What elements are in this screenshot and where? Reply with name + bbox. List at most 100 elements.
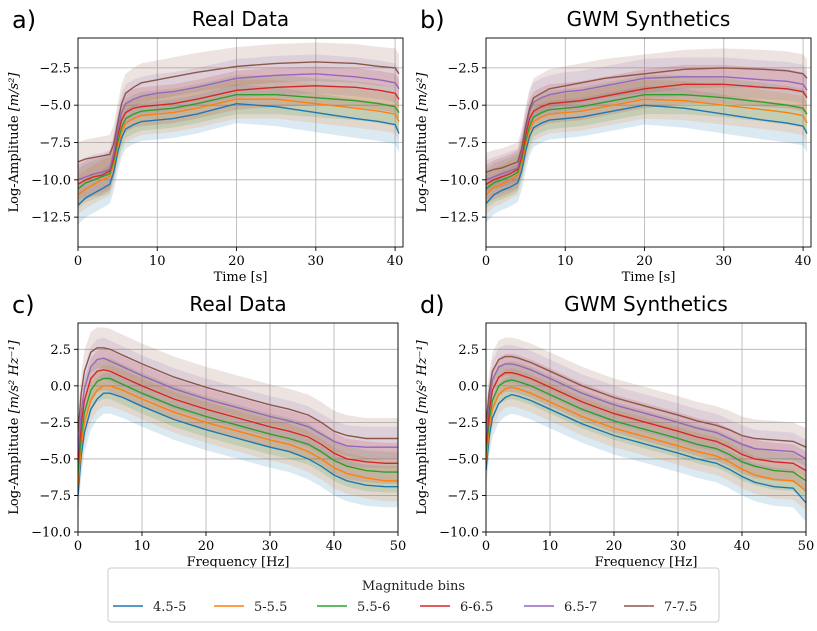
panel-c: 0 10 20 30 40 50 −10.0 −7.5 −5.0 −2.5 0.0 2.5 Real D… — [7, 291, 406, 570]
series-line-6-6.5 — [486, 83, 808, 185]
y-tick-label: −12.5 — [31, 211, 71, 226]
series-line-6.5-7 — [78, 357, 398, 452]
band-4.5-5 — [486, 375, 806, 522]
x-tick-label: 20 — [606, 539, 623, 554]
legend-label: 6-6.5 — [460, 600, 493, 615]
x-tick-label: 50 — [390, 539, 407, 554]
x-tick-label: 20 — [228, 254, 245, 269]
x-tick-label: 20 — [636, 254, 653, 269]
series-line-6-6.5 — [78, 369, 398, 464]
x-tick-label: 30 — [262, 539, 279, 554]
y-axis-label-prefix: Log-Amplitude — [415, 111, 430, 212]
panel-letter: a) — [12, 6, 36, 34]
legend-entry-5.5-6: 5.5-6 — [317, 600, 390, 615]
legend-entries: 4.5-5 5-5.5 5.5-6 6-6.5 6.5-7 7-7.5 — [113, 600, 697, 615]
x-tick-label: 0 — [74, 539, 82, 554]
axes-frame — [485, 322, 807, 533]
series-line-5-5.5 — [78, 98, 400, 196]
y-tick-label: −2.5 — [39, 416, 71, 431]
y-axis-label-unit: [m/s²] — [7, 72, 22, 112]
x-tick-label: 30 — [670, 539, 687, 554]
y-tick-label: −5.0 — [447, 99, 479, 114]
band-6.5-7 — [486, 57, 807, 200]
x-tick-label: 30 — [716, 254, 733, 269]
x-tick-label: 40 — [734, 539, 751, 554]
legend-title: Magnitude bins — [362, 579, 465, 594]
y-axis-label-unit: [m/s² Hz⁻¹] — [415, 339, 430, 413]
panel-a: 0 10 20 30 40 −12.5 −10.0 −7.5 −5.0 −2.5 Real Data… — [7, 6, 404, 285]
band-6-6.5 — [486, 64, 807, 204]
series-line-5.5-6 — [486, 94, 808, 190]
y-tick-label: −5.0 — [447, 452, 479, 467]
band-5.5-6 — [78, 75, 399, 209]
panel-b: 0 10 20 30 40 −12.5 −10.0 −7.5 −5.0 −2.5 GWM Synth… — [415, 6, 812, 285]
x-tick-label: 50 — [798, 539, 815, 554]
y-axis-label: Log-Amplitude [m/s² Hz⁻¹] — [7, 339, 22, 514]
legend-box — [107, 567, 720, 623]
y-axis-label-unit: [m/s²] — [415, 72, 430, 112]
y-tick-label: −2.5 — [39, 61, 71, 76]
y-tick-label: −10.0 — [439, 173, 479, 188]
series-line-5-5.5 — [486, 386, 806, 492]
x-tick-label: 0 — [482, 539, 490, 554]
x-tick-label: 20 — [198, 539, 215, 554]
y-tick-label: −5.0 — [39, 99, 71, 114]
series-line-4.5-5 — [486, 104, 808, 205]
x-axis-label: Frequency [Hz] — [595, 555, 698, 570]
series-line-5-5.5 — [78, 385, 398, 486]
panel-d: 0 10 20 30 40 50 −10.0 −7.5 −5.0 −2.5 0.0 2.5 GWM Sy… — [415, 291, 814, 570]
x-tick-label: 40 — [795, 254, 812, 269]
x-tick-label: 40 — [387, 254, 404, 269]
series-line-5.5-6 — [486, 379, 806, 482]
panel-title: GWM Synthetics — [567, 7, 731, 31]
x-tick-label: 10 — [542, 539, 559, 554]
x-tick-label: 10 — [557, 254, 574, 269]
plot-area — [486, 337, 806, 522]
series-line-6-6.5 — [486, 372, 806, 472]
band-4.5-5 — [78, 372, 398, 516]
series-line-5.5-6 — [78, 94, 400, 190]
x-axis-label: Time [s] — [622, 270, 676, 285]
x-tick-label: 10 — [149, 254, 166, 269]
plot-area — [486, 48, 808, 224]
series-line-7-7.5 — [486, 67, 808, 174]
y-axis-label-unit: [m/s² Hz⁻¹] — [7, 339, 22, 413]
band-4.5-5 — [486, 85, 807, 224]
series-line-4.5-5 — [486, 393, 806, 504]
y-tick-label: 0.0 — [50, 379, 71, 394]
panel-letter: d) — [420, 291, 445, 319]
y-tick-label: −10.0 — [31, 173, 71, 188]
legend-label: 5.5-6 — [357, 600, 390, 615]
band-7-7.5 — [78, 327, 398, 459]
band-6-6.5 — [486, 353, 806, 490]
y-tick-label: −7.5 — [39, 489, 71, 504]
band-6-6.5 — [78, 66, 399, 204]
y-tick-label: −7.5 — [39, 136, 71, 151]
series-line-6.5-7 — [486, 76, 808, 181]
band-6.5-7 — [78, 54, 399, 200]
y-tick-label: −7.5 — [447, 489, 479, 504]
y-axis-label: Log-Amplitude [m/s²] — [7, 72, 22, 213]
y-tick-label: −2.5 — [447, 61, 479, 76]
plot-area — [78, 42, 400, 225]
y-tick-label: −10.0 — [439, 526, 479, 541]
y-axis-label-prefix: Log-Amplitude — [7, 413, 22, 514]
y-tick-label: −2.5 — [447, 416, 479, 431]
x-tick-label: 30 — [308, 254, 325, 269]
series-line-6.5-7 — [486, 363, 806, 460]
series-line-6-6.5 — [78, 85, 400, 185]
x-axis-label: Frequency [Hz] — [187, 555, 290, 570]
panel-title: GWM Synthetics — [564, 292, 728, 316]
panel-title: Real Data — [192, 7, 289, 31]
series-line-7-7.5 — [486, 355, 806, 448]
y-tick-label: −5.0 — [39, 452, 71, 467]
series-line-6.5-7 — [78, 73, 400, 181]
band-5-5.5 — [486, 368, 806, 511]
legend-label: 6.5-7 — [564, 600, 597, 615]
y-axis-label-prefix: Log-Amplitude — [415, 413, 430, 514]
series-line-4.5-5 — [78, 392, 398, 496]
panel-title: Real Data — [189, 292, 286, 316]
x-tick-label: 40 — [326, 539, 343, 554]
legend-entry-5-5.5: 5-5.5 — [214, 600, 287, 615]
legend-entry-7-7.5: 7-7.5 — [624, 600, 697, 615]
